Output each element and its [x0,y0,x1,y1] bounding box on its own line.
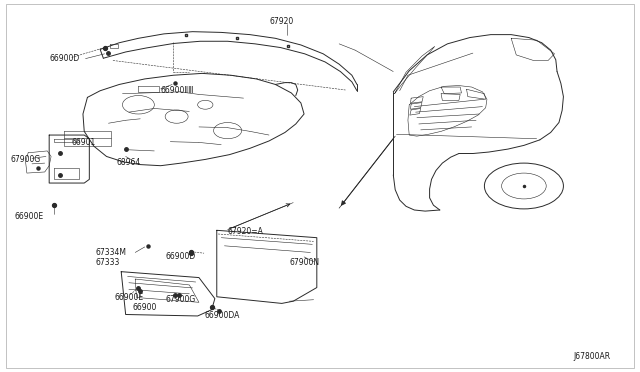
Text: 67920: 67920 [269,17,293,26]
Text: 66900: 66900 [132,302,156,312]
Text: 66901: 66901 [72,138,96,147]
Text: 66900D: 66900D [166,252,196,262]
Text: 66900ⅡⅢ: 66900ⅡⅢ [161,86,194,94]
Text: 66900D: 66900D [49,54,79,63]
Text: 66900E: 66900E [14,212,44,221]
Text: 67920=A: 67920=A [228,227,264,235]
Text: 68964: 68964 [116,157,140,167]
Text: J67800AR: J67800AR [573,352,611,361]
Text: 67900N: 67900N [289,258,319,267]
Text: 66900DA: 66900DA [204,311,239,320]
Text: 67334M: 67334M [96,248,127,257]
Text: 67333: 67333 [96,258,120,267]
Text: 67900G: 67900G [166,295,196,304]
Text: 67900G: 67900G [11,155,41,164]
Text: 66900E: 66900E [115,293,144,302]
